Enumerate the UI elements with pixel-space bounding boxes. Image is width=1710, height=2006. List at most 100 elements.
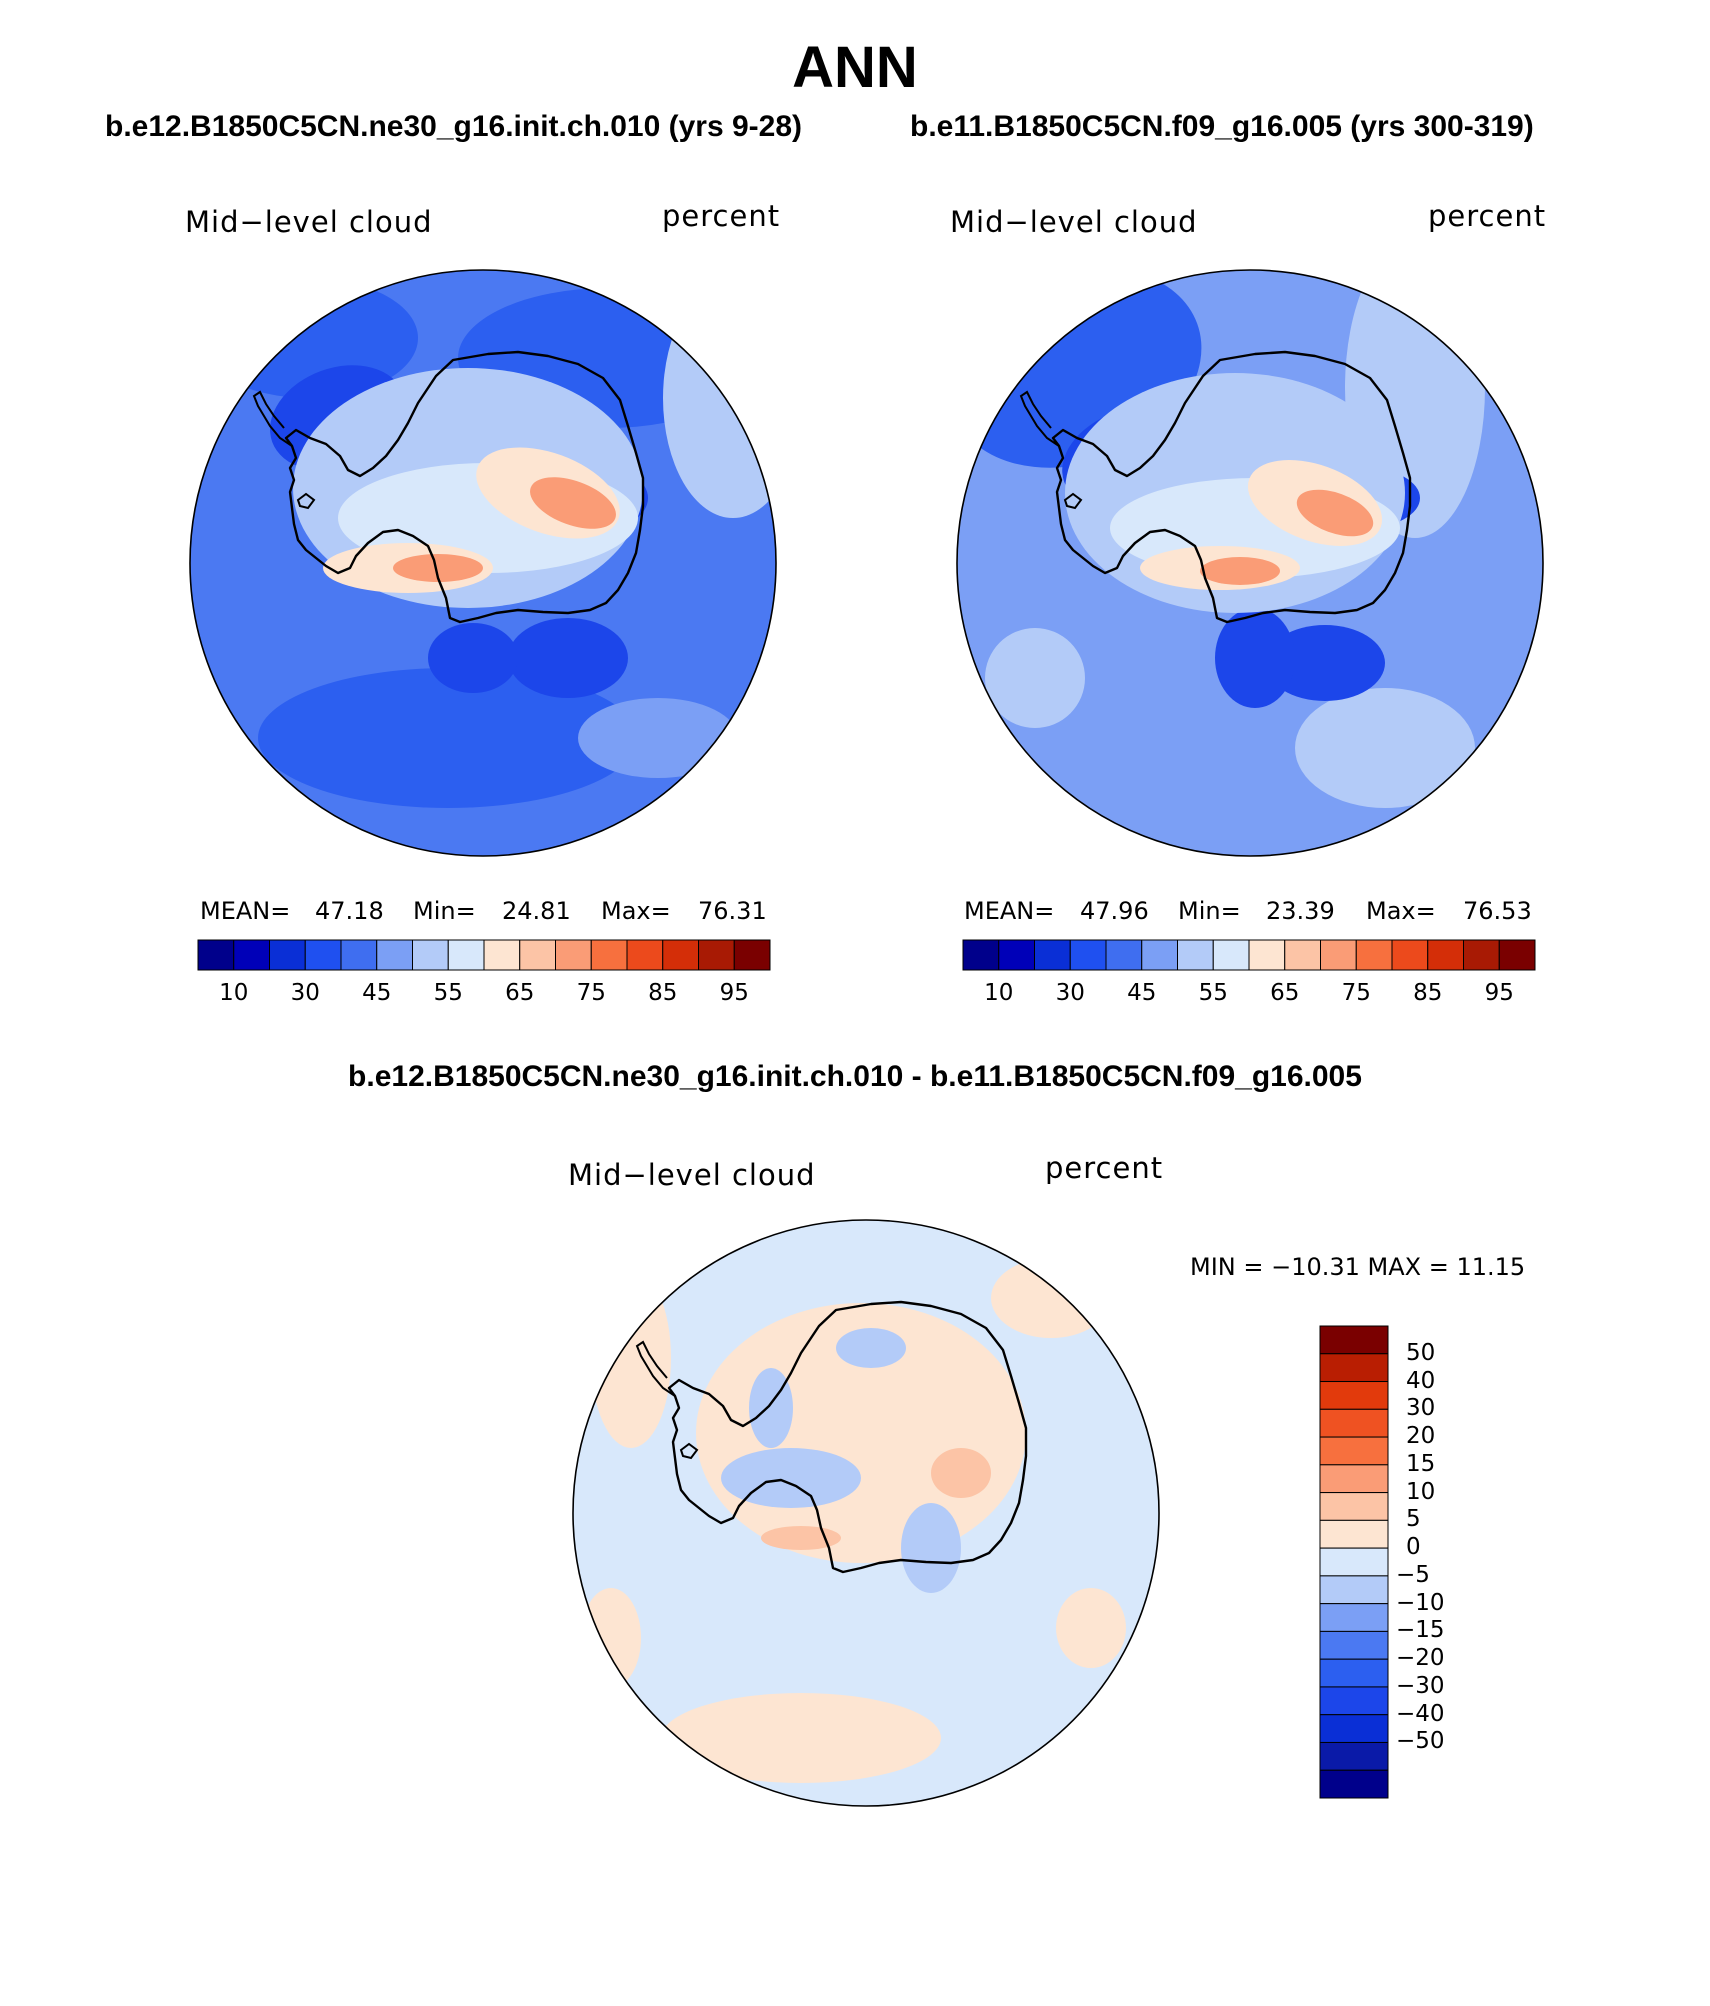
colorbar-swatch	[1319, 1492, 1389, 1521]
colorbar-tick-label: 50	[1406, 1339, 1436, 1366]
colorbar-swatch	[519, 939, 556, 971]
colorbar-tick-label: 65	[1270, 980, 1300, 1006]
panel2-map	[956, 269, 1544, 857]
field-contour	[1265, 625, 1385, 701]
colorbar-swatch	[962, 939, 1000, 971]
colorbar-tick-label: 5	[1406, 1506, 1421, 1533]
field-contour	[1200, 557, 1280, 585]
colorbar-swatch	[233, 939, 270, 971]
diff-variable-label: Mid−level cloud	[568, 1158, 816, 1192]
colorbar-swatch	[1320, 939, 1357, 971]
panel2-colorbar	[962, 939, 1536, 971]
panel2-max-label: Max=	[1366, 897, 1436, 925]
colorbar-swatch	[1034, 939, 1071, 971]
antarctica-coastline	[284, 350, 645, 624]
colorbar-swatch	[998, 939, 1035, 971]
panel2-mean-label: MEAN=	[964, 897, 1055, 925]
colorbar-tick-label: −40	[1396, 1700, 1445, 1727]
field-contour	[836, 1328, 906, 1368]
field-contour	[591, 1268, 671, 1448]
diff-min-max: MIN = −10.31 MAX = 11.15	[1190, 1253, 1526, 1281]
colorbar-swatch	[304, 939, 342, 971]
field-contour	[661, 1693, 941, 1783]
field-contour	[931, 1448, 991, 1498]
field-contour	[508, 618, 628, 698]
peninsula-coastline	[1019, 390, 1060, 447]
colorbar-tick-label: 85	[1413, 980, 1443, 1006]
colorbar-swatch	[662, 939, 699, 971]
colorbar-swatch	[698, 939, 735, 971]
field-contour	[901, 1503, 961, 1593]
diff-title: b.e12.B1850C5CN.ne30_g16.init.ch.010 - b…	[348, 1060, 1362, 1093]
colorbar-tick-label: 55	[1198, 980, 1228, 1006]
colorbar-swatch	[1319, 1658, 1389, 1688]
colorbar-swatch	[733, 939, 771, 971]
colorbar-swatch	[1319, 1741, 1389, 1771]
panel1-mean-label: MEAN=	[200, 897, 291, 925]
colorbar-tick-label: −30	[1396, 1672, 1445, 1699]
colorbar-swatch	[1391, 939, 1429, 971]
colorbar-swatch	[447, 939, 485, 971]
field-contour	[991, 1258, 1111, 1338]
colorbar-tick-label: 30	[290, 980, 320, 1006]
colorbar-swatch	[197, 939, 235, 971]
case-title-right: b.e11.B1850C5CN.f09_g16.005 (yrs 300-319…	[910, 110, 1534, 143]
island-coastline	[296, 492, 316, 510]
map-boundary	[956, 269, 1544, 857]
panel1-min-value: 24.81	[502, 897, 571, 925]
colorbar-swatch	[1319, 1686, 1389, 1716]
colorbar-swatch	[1105, 939, 1143, 971]
colorbar-tick-label: 45	[362, 980, 392, 1006]
colorbar-tick-label: 75	[576, 980, 606, 1006]
colorbar-swatch	[1319, 1547, 1389, 1577]
colorbar-swatch	[1319, 1575, 1389, 1605]
colorbar-tick-label: 85	[648, 980, 678, 1006]
map-boundary	[572, 1219, 1160, 1807]
panel1-map	[189, 269, 777, 857]
panel2-max-value: 76.53	[1463, 897, 1532, 925]
colorbar-swatch	[1319, 1603, 1389, 1632]
field-contour	[581, 1588, 641, 1688]
colorbar-swatch	[1319, 1381, 1389, 1410]
panel1-max-label: Max=	[601, 897, 671, 925]
colorbar-tick-label: 40	[1406, 1367, 1436, 1394]
colorbar-swatch	[626, 939, 664, 971]
colorbar-tick-label: 10	[1406, 1478, 1436, 1505]
field-contour	[761, 1526, 841, 1550]
colorbar-swatch	[1212, 939, 1250, 971]
colorbar-swatch	[376, 939, 413, 971]
panel2-variable-label: Mid−level cloud	[950, 205, 1198, 239]
colorbar-swatch	[1319, 1436, 1389, 1466]
diff-map	[572, 1219, 1160, 1807]
field-contour	[1215, 608, 1295, 708]
field-contour	[721, 1448, 861, 1508]
colorbar-tick-label: 95	[1484, 980, 1514, 1006]
colorbar-tick-label: 0	[1406, 1534, 1421, 1561]
field-contour	[428, 623, 518, 693]
colorbar-swatch	[1319, 1519, 1389, 1549]
panel1-variable-label: Mid−level cloud	[185, 205, 433, 239]
main-title: ANN	[792, 35, 918, 100]
map-boundary	[189, 269, 777, 857]
colorbar-tick-label: 30	[1406, 1395, 1436, 1422]
colorbar-swatch	[1319, 1714, 1389, 1743]
colorbar-tick-label: 75	[1341, 980, 1371, 1006]
colorbar-tick-label: −5	[1396, 1561, 1430, 1588]
colorbar-tick-label: 15	[1406, 1450, 1436, 1477]
panel2-min-label: Min=	[1178, 897, 1241, 925]
colorbar-swatch	[483, 939, 521, 971]
colorbar-swatch	[1177, 939, 1214, 971]
colorbar-swatch	[1319, 1325, 1389, 1355]
colorbar-tick-label: 45	[1127, 980, 1157, 1006]
panel1-min-label: Min=	[413, 897, 476, 925]
colorbar-tick-label: 65	[505, 980, 535, 1006]
panel1-colorbar	[197, 939, 771, 971]
colorbar-swatch	[1427, 939, 1464, 971]
antarctica-coastline	[667, 1300, 1028, 1574]
field-contour	[530, 477, 616, 529]
colorbar-swatch	[1319, 1464, 1389, 1494]
panel2-units-label: percent	[1428, 199, 1547, 233]
panel1-mean-value: 47.18	[315, 897, 384, 925]
peninsula-coastline	[635, 1340, 676, 1397]
panel2-mean-value: 47.96	[1080, 897, 1149, 925]
